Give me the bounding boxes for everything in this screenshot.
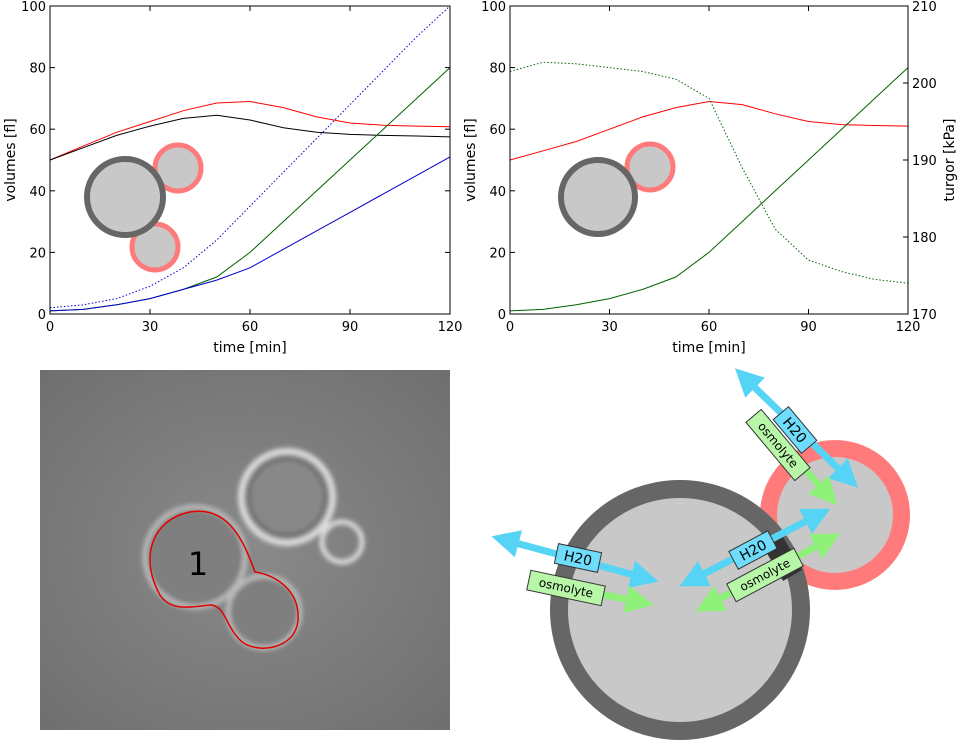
inset [84,156,166,238]
micrograph: 1 [40,370,450,730]
y-tick-label: 100 [21,0,46,15]
x-tick-label: 120 [896,320,921,335]
y-tick-label: 60 [29,123,46,138]
y2-tick-label: 190 [912,154,937,169]
x-tick-label: 120 [438,320,463,335]
y-tick-label: 80 [489,62,506,77]
y2-axis-label: turgor [kPa] [942,119,958,202]
y-tick-label: 40 [489,185,506,200]
y-axis-label: volumes [fl] [3,118,19,201]
diagram: H20 osmolyte H20 osmolyte H20 osmolyte [491,368,910,740]
series-line [509,67,909,312]
y-tick-label: 20 [489,246,506,261]
plot-frame [509,5,909,315]
x-tick-label: 30 [601,320,618,335]
series-line [509,100,909,161]
y-tick-label: 100 [481,0,506,15]
inset [152,142,204,194]
y-tick-label: 40 [29,185,46,200]
y2-tick-label: 180 [912,231,937,246]
y-tick-label: 0 [38,308,46,323]
chart: 0 30 60 90 120 0 20 40 60 80 100 time [min] volumes … [3,0,462,356]
series-line [509,61,909,284]
x-tick-label: 90 [800,320,817,335]
series-line [49,100,451,161]
diagram-label: H20 [562,548,593,570]
x-tick-label: 60 [701,320,718,335]
series-line [49,5,451,309]
inset [558,157,638,237]
x-axis-label: time [min] [213,340,286,356]
y-tick-label: 80 [29,62,46,77]
inset [624,141,676,193]
x-tick-label: 90 [342,320,359,335]
x-tick-label: 60 [242,320,259,335]
y-tick-label: 20 [29,246,46,261]
chart: 0 30 60 90 120 0 20 40 60 80 100 170 180 190 200 210 tim… [463,0,958,356]
x-axis-label: time [min] [672,340,745,356]
y2-tick-label: 200 [912,77,937,92]
x-tick-label: 0 [506,320,514,335]
y-axis-label: volumes [fl] [463,118,479,201]
y2-tick-label: 170 [912,308,937,323]
x-tick-label: 30 [142,320,159,335]
series-line [49,114,451,161]
inset-drawing [84,142,204,273]
cell-label: 1 [188,545,208,583]
y-tick-label: 0 [498,308,506,323]
inset-drawing [558,141,676,237]
y2-tick-label: 210 [912,0,937,15]
series-line [49,156,451,312]
x-tick-label: 0 [46,320,54,335]
y-tick-label: 60 [489,123,506,138]
